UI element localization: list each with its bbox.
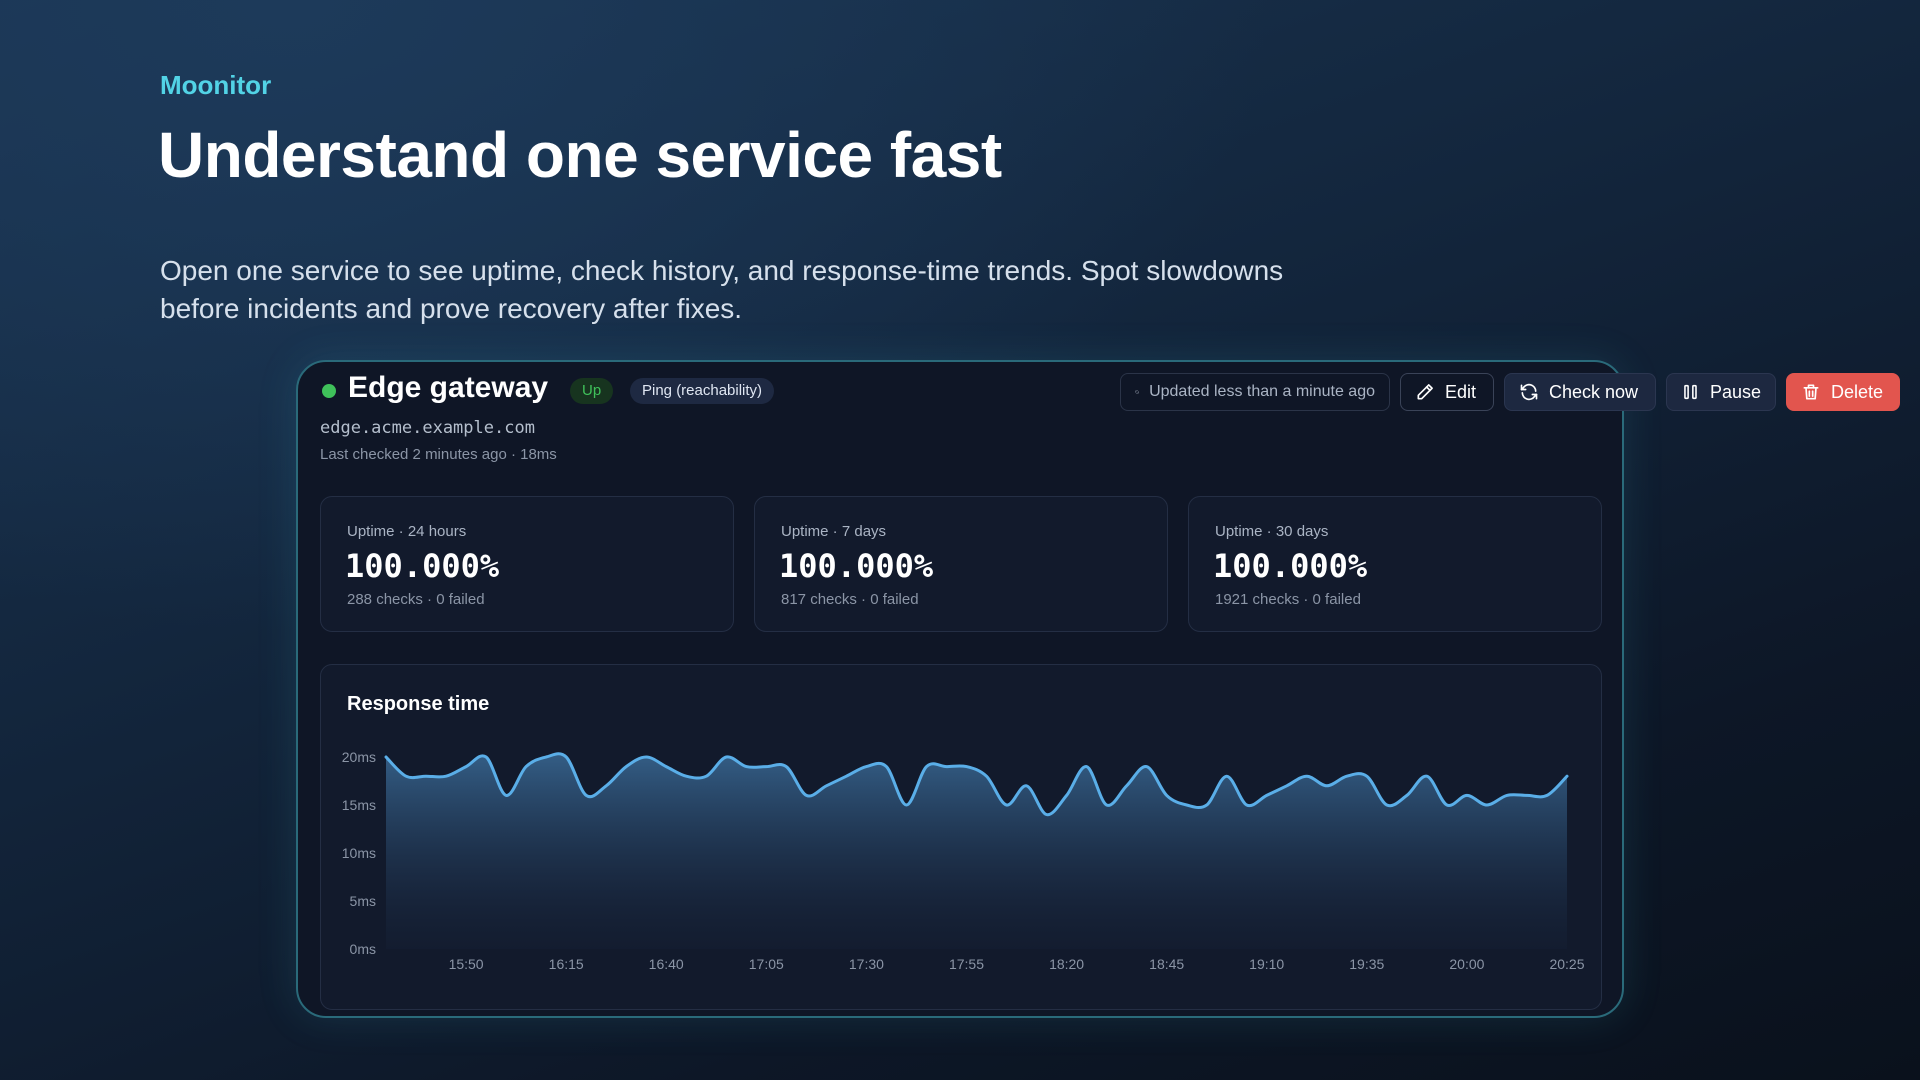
- uptime-card-detail: 817 checks · 0 failed: [781, 591, 919, 608]
- x-tick-label: 20:25: [1549, 956, 1584, 972]
- hero-headline: Understand one service fast: [158, 119, 1002, 191]
- trash-icon: [1803, 384, 1819, 400]
- x-tick-label: 20:00: [1449, 956, 1484, 972]
- uptime-card-24h: Uptime · 24 hours 100.000% 288 checks · …: [320, 496, 734, 632]
- uptime-card-7d: Uptime · 7 days 100.000% 817 checks · 0 …: [754, 496, 1168, 632]
- y-tick-label: 0ms: [350, 941, 376, 957]
- x-tick-label: 15:50: [449, 956, 484, 972]
- uptime-card-value: 100.000%: [779, 547, 934, 585]
- status-badge: Up: [570, 378, 614, 404]
- x-tick-label: 17:55: [949, 956, 984, 972]
- uptime-card-label: Uptime · 30 days: [1215, 523, 1329, 540]
- y-tick-label: 10ms: [342, 845, 376, 861]
- chart-title: Response time: [347, 693, 490, 715]
- x-tick-label: 17:05: [749, 956, 784, 972]
- x-tick-label: 16:40: [649, 956, 684, 972]
- last-updated-indicator: Updated less than a minute ago: [1120, 373, 1390, 411]
- response-time-card: Response time 0ms 5ms 10ms 15ms 20ms 15:50 16…: [320, 664, 1602, 1010]
- pencil-icon: [1417, 384, 1433, 400]
- hero-description: Open one service to see uptime, check hi…: [160, 255, 1284, 324]
- pause-button[interactable]: Pause: [1666, 373, 1776, 411]
- delete-button-label: Delete: [1831, 382, 1884, 402]
- check-now-label: Check now: [1549, 382, 1639, 402]
- service-hostname: edge.acme.example.com: [320, 418, 535, 438]
- service-detail-panel: Edge gateway Up Ping (reachability) Upda…: [296, 360, 1900, 1018]
- response-time-area: [386, 753, 1567, 949]
- y-tick-label: 15ms: [342, 797, 376, 813]
- edit-button[interactable]: Edit: [1400, 373, 1494, 411]
- check-now-button[interactable]: Check now: [1504, 373, 1656, 411]
- uptime-card-detail: 1921 checks · 0 failed: [1215, 591, 1361, 608]
- x-tick-label: 19:35: [1349, 956, 1384, 972]
- uptime-card-value: 100.000%: [345, 547, 500, 585]
- last-updated-text: Updated less than a minute ago: [1149, 383, 1375, 400]
- uptime-card-30d: Uptime · 30 days 100.000% 1921 checks · …: [1188, 496, 1602, 632]
- y-tick-label: 5ms: [350, 893, 376, 909]
- status-indicator: [322, 384, 336, 398]
- response-time-chart: 0ms 5ms 10ms 15ms 20ms 15:50 16:15 16:40 17:05 1…: [342, 749, 1585, 972]
- pause-button-label: Pause: [1709, 382, 1761, 402]
- service-header: Edge gateway Up Ping (reachability) Upda…: [320, 370, 1900, 411]
- refresh-icon: [1520, 383, 1538, 401]
- edit-button-label: Edit: [1445, 382, 1477, 402]
- x-tick-label: 17:30: [849, 956, 884, 972]
- response-time-line: [384, 752, 1569, 817]
- brand-name: Moonitor: [160, 70, 272, 100]
- refresh-icon: [1135, 390, 1139, 394]
- y-tick-label: 20ms: [342, 749, 376, 765]
- x-tick-label: 18:20: [1049, 956, 1084, 972]
- delete-button[interactable]: Delete: [1786, 373, 1900, 411]
- service-title: Edge gateway: [348, 371, 549, 404]
- check-type-badge: Ping (reachability): [630, 378, 775, 404]
- last-checked-text: Last checked 2 minutes ago · 18ms: [320, 446, 557, 463]
- uptime-card-label: Uptime · 24 hours: [347, 523, 467, 540]
- uptime-card-label: Uptime · 7 days: [781, 523, 887, 540]
- x-tick-label: 19:10: [1249, 956, 1284, 972]
- x-tick-label: 16:15: [549, 956, 584, 972]
- x-tick-label: 18:45: [1149, 956, 1184, 972]
- uptime-card-value: 100.000%: [1213, 547, 1368, 585]
- uptime-card-detail: 288 checks · 0 failed: [347, 591, 485, 608]
- pause-icon: [1684, 384, 1697, 400]
